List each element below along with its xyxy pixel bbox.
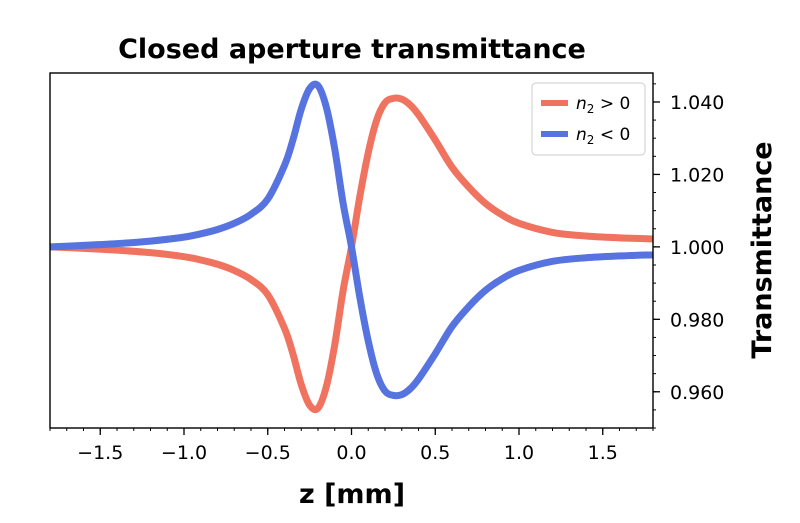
y-tick-label: 1.040 <box>670 92 724 114</box>
x-tick-label: 1.0 <box>504 442 534 464</box>
x-tick-label: −1.0 <box>161 442 207 464</box>
series-line-2 <box>50 80 653 400</box>
chart-title: Closed aperture transmittance <box>118 34 586 65</box>
x-tick-label: −1.5 <box>77 442 123 464</box>
y-tick-label: 1.000 <box>670 237 724 259</box>
y-axis-label: Transmittance <box>747 141 778 358</box>
series-layer <box>50 80 653 414</box>
x-tick-label: 0.5 <box>420 442 450 464</box>
legend-label-2: n2 < 0 <box>576 125 630 147</box>
x-tick-label: −0.5 <box>245 442 291 464</box>
y-tick-label: 0.960 <box>670 382 724 404</box>
x-axis-ticks: −1.5 −1.0 −0.5 0.0 0.5 1.0 1.5 <box>49 428 654 464</box>
x-tick-label: 0.0 <box>336 442 366 464</box>
y-tick-label: 1.020 <box>670 164 724 186</box>
y-axis-ticks: 0.960 0.980 1.000 1.020 1.040 <box>653 83 724 429</box>
y-tick-label: 0.980 <box>670 309 724 331</box>
x-tick-label: 1.5 <box>588 442 618 464</box>
x-axis-label: z [mm] <box>299 479 405 510</box>
legend: n2 > 0 n2 < 0 <box>531 82 646 156</box>
legend-label-1: n2 > 0 <box>576 94 630 116</box>
